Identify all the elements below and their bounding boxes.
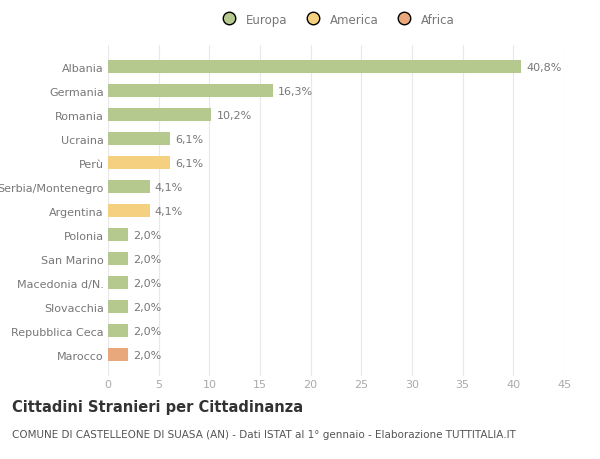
Bar — [108, 348, 128, 361]
Text: 4,1%: 4,1% — [155, 206, 183, 216]
Text: 6,1%: 6,1% — [175, 158, 203, 168]
Text: 2,0%: 2,0% — [133, 326, 161, 336]
Bar — [108, 181, 149, 194]
Text: 40,8%: 40,8% — [527, 62, 562, 73]
Legend: Europa, America, Africa: Europa, America, Africa — [212, 9, 460, 31]
Bar — [108, 205, 149, 218]
Bar — [108, 109, 211, 122]
Text: Cittadini Stranieri per Cittadinanza: Cittadini Stranieri per Cittadinanza — [12, 399, 303, 414]
Bar — [108, 300, 128, 313]
Bar — [108, 85, 273, 98]
Text: 2,0%: 2,0% — [133, 254, 161, 264]
Bar — [108, 133, 170, 146]
Text: 4,1%: 4,1% — [155, 182, 183, 192]
Text: 2,0%: 2,0% — [133, 302, 161, 312]
Bar — [108, 276, 128, 290]
Text: 2,0%: 2,0% — [133, 278, 161, 288]
Bar — [108, 61, 521, 74]
Text: COMUNE DI CASTELLEONE DI SUASA (AN) - Dati ISTAT al 1° gennaio - Elaborazione TU: COMUNE DI CASTELLEONE DI SUASA (AN) - Da… — [12, 429, 516, 439]
Bar — [108, 157, 170, 170]
Text: 6,1%: 6,1% — [175, 134, 203, 144]
Bar — [108, 324, 128, 337]
Text: 16,3%: 16,3% — [278, 86, 313, 96]
Bar — [108, 252, 128, 266]
Text: 10,2%: 10,2% — [217, 111, 251, 120]
Bar — [108, 229, 128, 241]
Text: 2,0%: 2,0% — [133, 350, 161, 360]
Text: 2,0%: 2,0% — [133, 230, 161, 240]
